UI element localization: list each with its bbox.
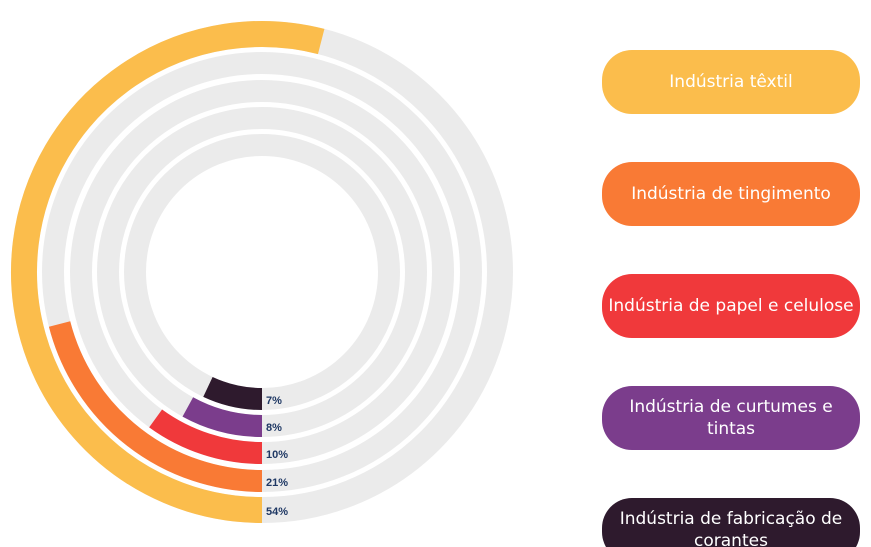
value-label: 21%: [266, 477, 288, 489]
radial-bar: [11, 21, 325, 523]
value-label: 8%: [266, 422, 282, 434]
chart: 54% 21% 10% 8% 7%: [11, 21, 513, 523]
radial-bar: [48, 321, 263, 492]
legend-item: Indústria de papel e celulose: [602, 274, 860, 338]
legend-item: Indústria de tingimento: [602, 162, 860, 226]
value-label: 54%: [266, 506, 288, 518]
radial-bar: [149, 409, 263, 464]
legend-item: Indústria de fabricação de corantes: [602, 498, 860, 547]
legend-item: Indústria de curtumes e tintas: [602, 386, 860, 450]
value-label: 7%: [266, 395, 282, 407]
legend-item: Indústria têxtil: [602, 50, 860, 114]
track: [124, 134, 400, 410]
radial-bar: [203, 376, 263, 410]
radial-bar: [182, 397, 263, 437]
track: [97, 107, 427, 437]
value-label: 10%: [266, 449, 288, 461]
